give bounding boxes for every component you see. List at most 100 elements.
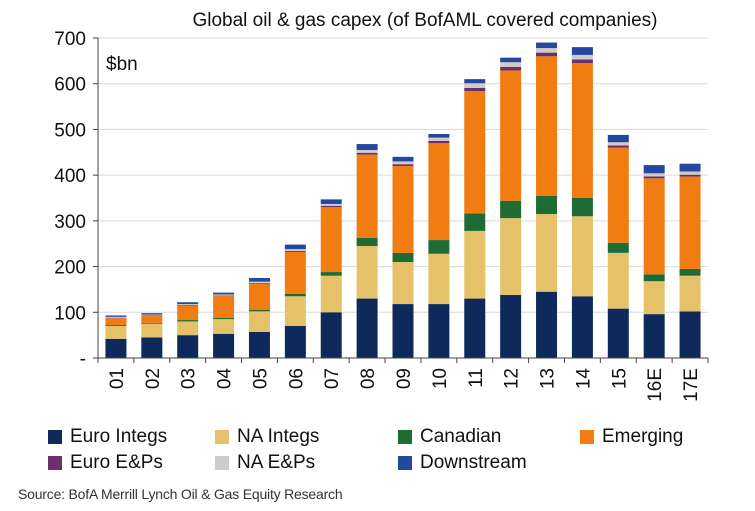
bar-segment (105, 338, 127, 358)
legend-swatch (48, 456, 62, 470)
bar-segment (105, 318, 127, 326)
bar-segment (464, 298, 486, 358)
legend-swatch (48, 430, 62, 444)
bar-segment (607, 242, 629, 253)
x-tick-label: 04 (215, 368, 236, 390)
bar-segment (607, 147, 629, 243)
bar-segment (464, 91, 486, 214)
x-tick-label: 02 (143, 368, 164, 389)
bar-segment (320, 207, 342, 273)
x-tick-label: 06 (286, 368, 307, 389)
bar-segment (643, 274, 665, 282)
bar-segment (284, 296, 306, 326)
bar-segment (141, 337, 163, 358)
y-tick-label: - (80, 349, 86, 370)
bar-segment (536, 42, 558, 49)
bars (105, 42, 701, 358)
bar-segment (679, 275, 701, 312)
bar-segment (320, 272, 342, 276)
bar-segment (248, 310, 270, 312)
bar-segment (320, 205, 342, 208)
bar-segment (213, 319, 235, 334)
bar-segment (177, 335, 199, 358)
bar-segment (392, 161, 414, 165)
bar-segment (356, 144, 378, 150)
legend-label: Downstream (420, 452, 527, 473)
x-tick-label: 12 (502, 368, 523, 389)
legend-swatch (398, 430, 412, 444)
legend-swatch (215, 430, 229, 444)
bar-segment (213, 295, 235, 318)
bar-segment (428, 253, 450, 305)
legend-label: Euro Integs (70, 426, 168, 447)
legend-label: Euro E&Ps (70, 452, 163, 473)
bar-segment (536, 48, 558, 53)
bar-segment (248, 281, 270, 284)
bar-segment (464, 79, 486, 84)
bar-segment (356, 152, 378, 155)
bar-segment (464, 213, 486, 231)
y-tick-label: 700 (54, 29, 86, 50)
bar-segment (392, 262, 414, 305)
bar-segment (105, 316, 127, 318)
bar-segment (392, 304, 414, 358)
bar-segment (607, 145, 629, 148)
legend-item: NA Integs (215, 426, 319, 448)
bar-segment (571, 54, 593, 60)
bar-segment (428, 140, 450, 144)
bar-segment (105, 326, 127, 339)
legend-label: Emerging (602, 426, 684, 447)
bar-segment (177, 321, 199, 336)
bar-segment (177, 302, 199, 305)
unit-label: $bn (106, 54, 138, 75)
bar-segment (213, 333, 235, 358)
legend-swatch (580, 430, 594, 444)
bar-segment (320, 199, 342, 204)
bar-segment (248, 283, 270, 310)
legend-item: Emerging (580, 426, 683, 448)
y-tick-label: 600 (54, 75, 86, 96)
bar-segment (607, 134, 629, 143)
bar-segment (248, 331, 270, 358)
bar-segment (571, 63, 593, 199)
bar-segment (679, 268, 701, 276)
bar-segment (248, 278, 270, 282)
bar-segment (643, 281, 665, 315)
bar-segment (643, 314, 665, 358)
bar-segment (428, 137, 450, 141)
bar-segment (392, 164, 414, 166)
bar-segment (679, 163, 701, 172)
bar-segment (500, 294, 522, 358)
bar-segment (607, 142, 629, 146)
y-tick-label: 400 (54, 166, 86, 187)
bar-segment (536, 56, 558, 196)
bar-segment (643, 176, 665, 179)
x-axis: 01 02 03 04 05 06 07 08 09 10 11 12 13 14 15 16E 17E (97, 357, 709, 402)
bar-segment (428, 304, 450, 358)
x-tick-label: 01 (107, 368, 128, 389)
bar-segment (500, 200, 522, 219)
bar-segment (356, 154, 378, 238)
bar-segment (607, 308, 629, 358)
bar-segment (679, 176, 701, 269)
bar-segment (177, 305, 199, 321)
legend-swatch (398, 456, 412, 470)
bar-segment (679, 171, 701, 175)
y-axis: - 100 200 300 400 500 600 700 (54, 29, 99, 370)
bar-segment (320, 275, 342, 313)
legend-label: NA Integs (237, 426, 320, 447)
bar-segment (177, 304, 199, 305)
bar-segment (284, 251, 306, 252)
bar-segment (284, 251, 306, 294)
bar-segment (141, 315, 163, 323)
bar-segment (607, 252, 629, 309)
bar-segment (284, 249, 306, 252)
bar-segment (213, 317, 235, 320)
legend-item: NA E&Ps (215, 452, 315, 474)
x-tick-label: 07 (322, 368, 343, 389)
bar-segment (213, 292, 235, 295)
bar-segment (141, 314, 163, 316)
bar-segment (141, 322, 163, 324)
x-tick-label: 09 (394, 368, 415, 389)
